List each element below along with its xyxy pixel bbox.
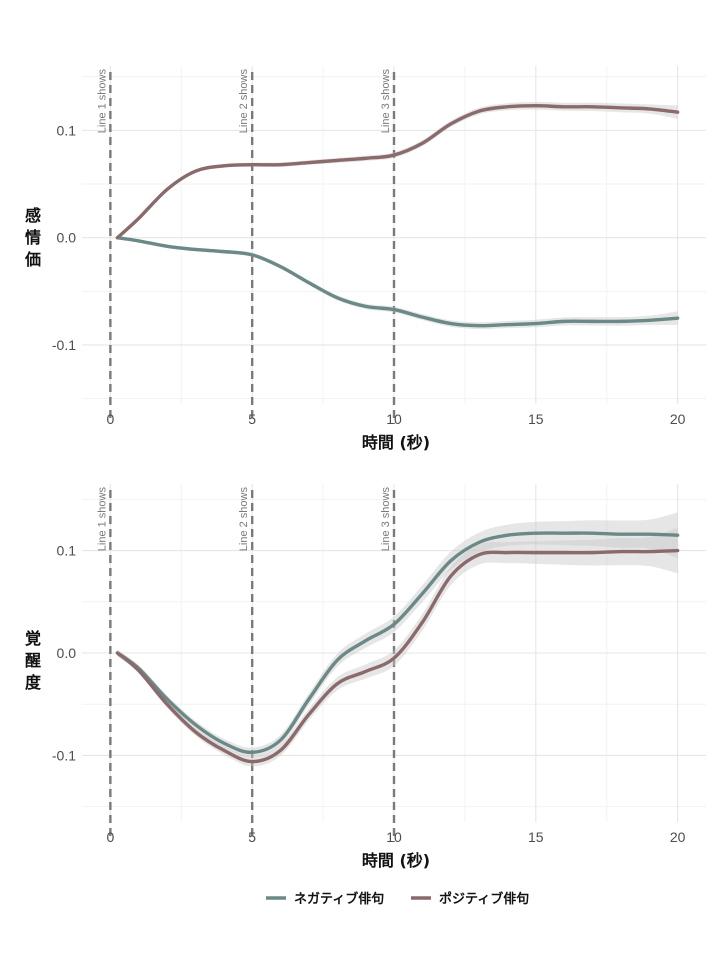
x-axis-title: 時間 (秒) <box>362 433 430 452</box>
y-axis-title-char: 覚 <box>25 629 41 648</box>
chart-panel-2: Line 1 shows Line 2 shows Line 3 shows 0 5 10… <box>25 484 706 870</box>
y-axis-title: 覚醒度 <box>25 629 42 692</box>
legend-label-2: ポジティブ俳句 <box>439 891 529 907</box>
y-axis-title-char: 度 <box>25 673 42 692</box>
x-tick-label: 5 <box>248 829 256 845</box>
vline-label-2: Line 2 shows <box>238 69 250 134</box>
vline-label-2: Line 2 shows <box>238 487 250 552</box>
vline-label-3: Line 3 shows <box>380 487 392 552</box>
chart-panel-1: Line 1 shows Line 2 shows Line 3 shows 0 5 10… <box>24 66 706 452</box>
vline-label-3: Line 3 shows <box>380 69 392 134</box>
y-tick-label: 0.0 <box>57 230 77 246</box>
y-tick-label: 0.1 <box>57 543 77 559</box>
x-tick-label: 5 <box>248 411 256 427</box>
y-tick-label: -0.1 <box>52 747 76 763</box>
vline-label-1: Line 1 shows <box>96 69 108 134</box>
confidence-band-2 <box>117 527 678 767</box>
legend-label-1: ネガティブ俳句 <box>294 891 384 907</box>
y-tick-label: 0.1 <box>57 122 77 138</box>
series-line-2 <box>115 104 680 240</box>
legend: ネガティブ俳句 ポジティブ俳句 <box>266 891 529 907</box>
x-tick-label: 20 <box>670 829 686 845</box>
y-axis-title-char: 情 <box>25 228 41 247</box>
y-axis-title-char: 感 <box>25 206 41 225</box>
x-tick-label: 0 <box>106 829 114 845</box>
x-tick-label: 15 <box>528 829 544 845</box>
series-line-2 <box>115 548 680 764</box>
series-line-1 <box>115 235 680 328</box>
y-axis-title-char: 醒 <box>25 651 41 670</box>
y-tick-label: -0.1 <box>52 337 76 353</box>
series-line-1 <box>115 531 680 755</box>
y-tick-label: 0.0 <box>57 645 77 661</box>
vline-label-1: Line 1 shows <box>96 487 108 552</box>
confidence-band-1 <box>117 512 678 758</box>
x-tick-label: 10 <box>386 411 402 427</box>
y-axis-title-char: 価 <box>24 250 41 269</box>
x-tick-label: 20 <box>670 411 686 427</box>
x-axis-title: 時間 (秒) <box>362 851 430 870</box>
x-tick-label: 0 <box>106 411 114 427</box>
y-axis-title: 感情価 <box>24 206 41 269</box>
x-tick-label: 15 <box>528 411 544 427</box>
x-tick-label: 10 <box>386 829 402 845</box>
